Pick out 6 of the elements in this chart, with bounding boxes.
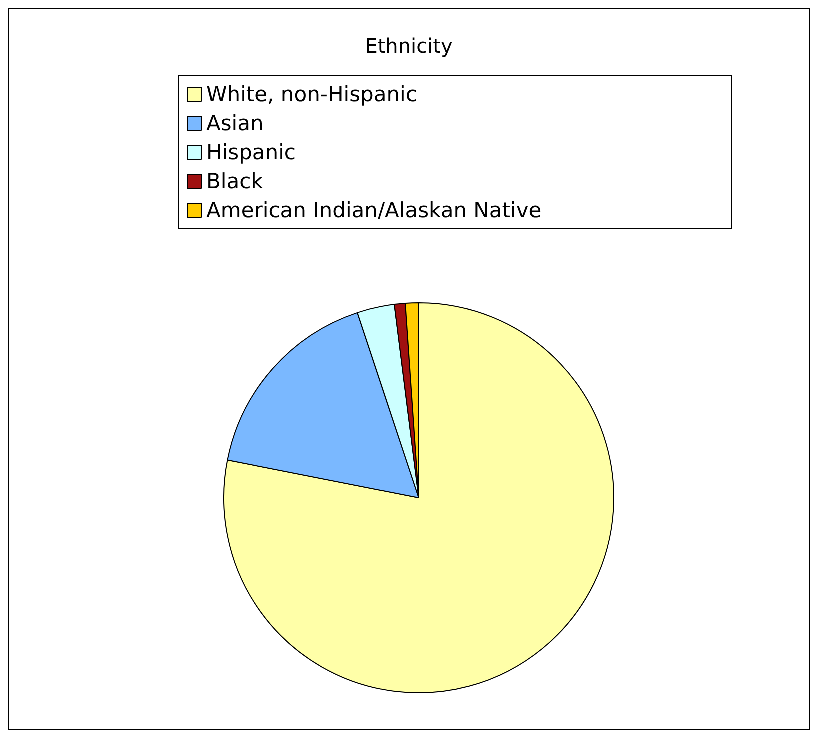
legend-label: Hispanic <box>206 140 296 164</box>
legend-label: White, non-Hispanic <box>206 82 418 106</box>
legend-label: Black <box>206 170 264 194</box>
legend-label: American Indian/Alaskan Native <box>206 198 542 222</box>
legend-label: Asian <box>206 112 264 136</box>
chart-title: Ethnicity <box>365 34 453 58</box>
